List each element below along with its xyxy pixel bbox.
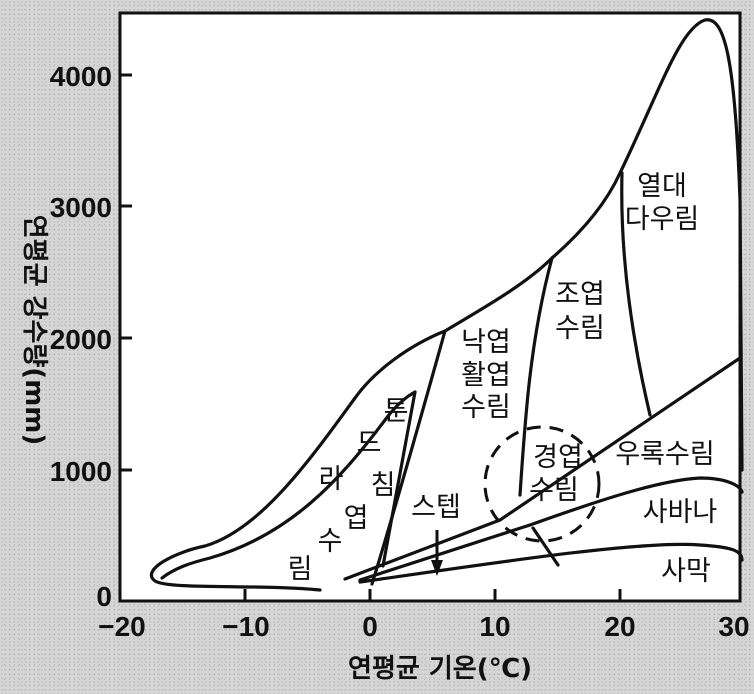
y-tick-label: 1000 (50, 456, 112, 487)
taiga-label-3: 수 (318, 526, 343, 557)
sclerophyll-highlight-circle (483, 425, 601, 543)
taiga-boundary (381, 390, 417, 568)
y-ticks (120, 73, 132, 472)
taiga-label-2: 엽 (344, 503, 369, 534)
sclerophyll-inner-line (531, 526, 560, 567)
y-tick-label: 0 (96, 581, 112, 612)
x-tick-label: −20 (98, 611, 146, 642)
region-labels: 툰 드 라 침 엽 수 림 낙엽 활엽 수림 조엽 수림 열대 다우림 스텝 경… (288, 171, 718, 587)
rainforest-label-1: 열대 (637, 171, 687, 202)
x-tick-label: −10 (222, 611, 270, 642)
desert-limit-line (358, 542, 744, 584)
desert-label: 사막 (661, 556, 711, 587)
rainforest-boundary (620, 171, 652, 417)
sclerophyll-label-1: 경엽 (533, 442, 583, 473)
y-axis-title: 연평균 강수량(mm) (19, 215, 49, 446)
deciduous-label-1: 낙엽 (461, 327, 511, 358)
y-tick-label: 2000 (50, 324, 112, 355)
taiga-label-4: 림 (288, 554, 313, 585)
taiga-label-1: 침 (371, 470, 396, 501)
savanna-limit-line (358, 476, 744, 582)
tundra-label-1: 툰 (384, 396, 409, 427)
y-tick-label: 3000 (50, 192, 112, 223)
subtropical-boundary (518, 256, 554, 497)
y-tick-label: 4000 (50, 61, 112, 92)
biome-boundaries (149, 18, 744, 592)
upper-envelope-curve (149, 18, 744, 592)
x-tick-label: 0 (362, 611, 378, 642)
x-ticks (243, 589, 622, 601)
x-tick-label: 30 (718, 611, 749, 642)
rainforest-label-2: 다우림 (625, 204, 700, 235)
savanna-label: 사바나 (643, 497, 718, 528)
steppe-label: 스텝 (411, 492, 461, 523)
tundra-inner-curve (160, 390, 417, 580)
subtropical-label-1: 조엽 (555, 279, 605, 310)
forest-limit-line (343, 356, 742, 581)
deciduous-label-3: 수림 (461, 392, 511, 423)
tundra-label-3: 라 (319, 464, 344, 495)
tundra-label-2: 드 (357, 428, 382, 459)
x-tick-label: 20 (604, 611, 635, 642)
plot-area (118, 11, 742, 603)
monsoon-forest-label: 우록수림 (615, 439, 714, 470)
subtropical-label-2: 수림 (555, 313, 605, 344)
deciduous-label-2: 활엽 (461, 360, 511, 391)
steppe-arrow-head (431, 560, 443, 576)
deciduous-boundary (370, 329, 447, 586)
sclerophyll-label-2: 수림 (529, 475, 579, 506)
x-tick-label: 10 (479, 611, 510, 642)
x-axis-title: 연평균 기온(℃) (348, 654, 532, 684)
